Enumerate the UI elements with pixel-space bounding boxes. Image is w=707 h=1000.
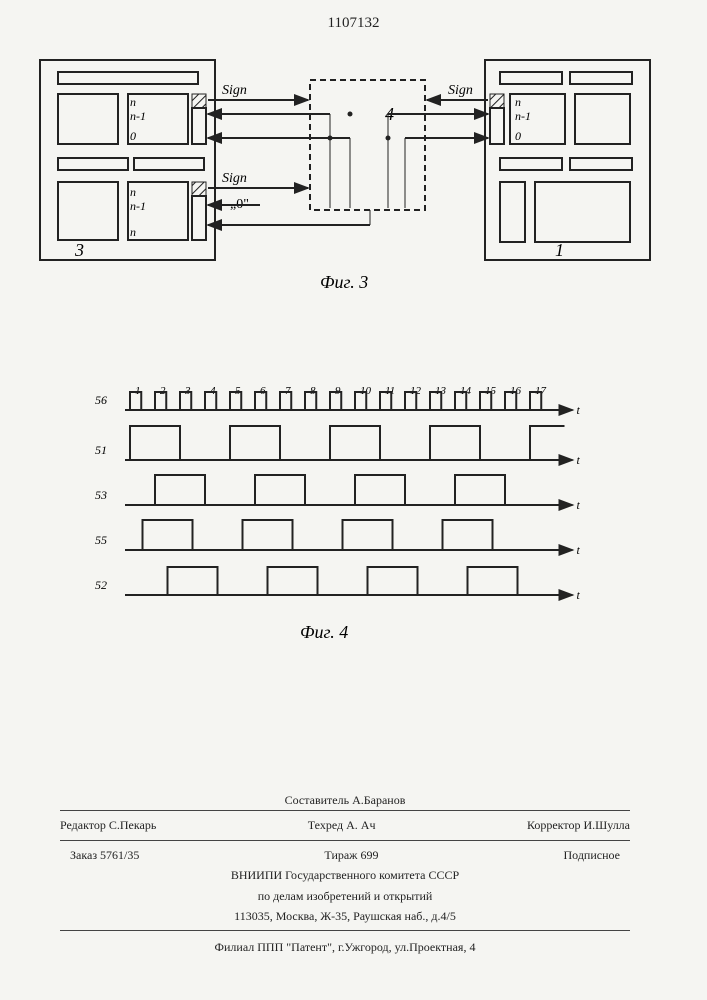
col-compiler: Составитель А.Баранов [60, 790, 630, 810]
svg-text:t: t [577, 403, 581, 417]
f3-sign-r: Sign [448, 83, 473, 98]
bit-label-n12: n-1 [130, 199, 146, 213]
colophon: Составитель А.Баранов Редактор С.Пекарь … [60, 790, 630, 958]
fig3-caption: Фиг. 3 [320, 272, 368, 292]
svg-text:t: t [577, 453, 581, 467]
block-3-label: 3 [74, 240, 84, 260]
r-bit-n1: n-1 [515, 109, 531, 123]
col-org2: по делам изобретений и открытий [60, 886, 630, 906]
svg-text:52: 52 [95, 578, 107, 592]
bit-label-n1: n-1 [130, 109, 146, 123]
svg-text:t: t [577, 543, 581, 557]
col-addr: 113035, Москва, Ж-35, Раушская наб., д.4… [60, 906, 630, 926]
r-bit-n: n [515, 95, 521, 109]
f3-sign-l-top: Sign [222, 83, 247, 98]
svg-text:51: 51 [95, 443, 107, 457]
col-editor: Редактор С.Пекарь [60, 815, 156, 835]
block-1-label: 1 [555, 240, 564, 260]
svg-text:t: t [577, 498, 581, 512]
figure-4: 123456789101112131415161756t51t53t55t52t… [90, 380, 580, 650]
svg-text:Фиг. 4: Фиг. 4 [300, 622, 348, 642]
figure-3: n n-1 0 n n-1 n 3 n n-1 0 1 4 Sign Sign … [30, 50, 660, 295]
col-sub: Подписное [564, 845, 621, 865]
f3-sign-l-bot: Sign [222, 171, 247, 186]
svg-text:t: t [577, 588, 581, 602]
svg-text:56: 56 [95, 393, 107, 407]
svg-text:53: 53 [95, 488, 107, 502]
svg-text:55: 55 [95, 533, 107, 547]
document-number: 1107132 [328, 15, 380, 32]
col-order: Заказ 5761/35 [70, 845, 139, 865]
col-tech: Техред А. Ач [308, 815, 376, 835]
bit-label-n2: n [130, 185, 136, 199]
col-branch: Филиал ППП "Патент", г.Ужгород, ул.Проек… [60, 931, 630, 957]
col-org1: ВНИИПИ Государственного комитета СССР [60, 865, 630, 885]
bit-label-n3: n [130, 225, 136, 239]
bit-label-0: 0 [130, 129, 136, 143]
col-tirazh: Тираж 699 [324, 845, 378, 865]
r-bit-0: 0 [515, 129, 521, 143]
bit-label-n: n [130, 95, 136, 109]
col-corrector: Корректор И.Шулла [527, 815, 630, 835]
